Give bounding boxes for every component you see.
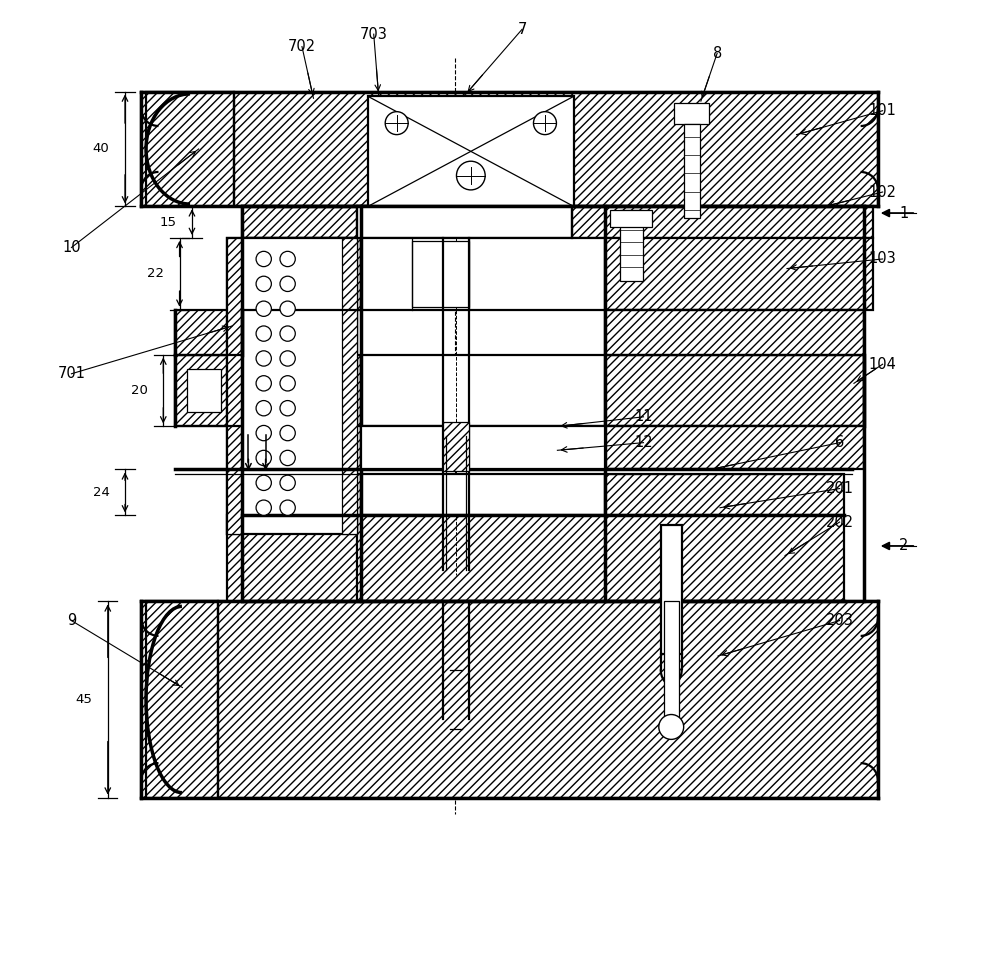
Bar <box>605 426 864 469</box>
Text: 103: 103 <box>869 252 897 266</box>
Bar <box>227 238 242 535</box>
Circle shape <box>280 425 295 441</box>
Bar <box>141 602 878 798</box>
Text: 703: 703 <box>360 27 388 42</box>
Bar <box>242 238 361 309</box>
Bar <box>357 206 572 238</box>
Bar <box>412 240 469 307</box>
Bar <box>187 369 221 412</box>
Bar <box>146 602 218 798</box>
Text: 8: 8 <box>713 46 722 60</box>
Text: 12: 12 <box>634 435 653 450</box>
Text: 15: 15 <box>160 216 177 229</box>
Circle shape <box>280 376 295 391</box>
Text: 702: 702 <box>288 39 316 54</box>
Bar <box>361 238 605 309</box>
Circle shape <box>280 500 295 515</box>
Bar <box>684 125 700 217</box>
Text: 11: 11 <box>634 409 653 424</box>
Circle shape <box>256 450 271 466</box>
Circle shape <box>280 400 295 416</box>
Bar <box>620 210 643 282</box>
Bar <box>361 354 605 426</box>
Text: 201: 201 <box>826 481 854 496</box>
Text: 2: 2 <box>899 538 908 554</box>
Text: 20: 20 <box>131 384 148 397</box>
Text: 104: 104 <box>869 356 897 372</box>
Circle shape <box>280 351 295 366</box>
Circle shape <box>280 276 295 291</box>
Text: 10: 10 <box>62 240 81 255</box>
Bar <box>605 474 844 515</box>
Circle shape <box>256 400 271 416</box>
Text: 101: 101 <box>869 103 897 118</box>
Bar <box>674 103 709 125</box>
Bar <box>175 309 242 354</box>
Text: 701: 701 <box>57 366 85 381</box>
Bar <box>605 354 864 426</box>
Circle shape <box>533 112 556 135</box>
Bar <box>242 515 844 602</box>
Bar <box>242 354 361 426</box>
Text: 22: 22 <box>147 267 164 281</box>
Bar <box>227 238 357 535</box>
Circle shape <box>256 376 271 391</box>
Bar <box>443 422 469 471</box>
Bar <box>227 515 357 602</box>
Bar <box>361 474 605 515</box>
Text: 40: 40 <box>93 143 109 155</box>
Circle shape <box>280 251 295 266</box>
Circle shape <box>256 251 271 266</box>
Circle shape <box>256 301 271 316</box>
Circle shape <box>256 475 271 490</box>
Bar <box>242 426 361 469</box>
Bar <box>361 426 605 469</box>
Circle shape <box>256 276 271 291</box>
Text: 1: 1 <box>899 206 908 220</box>
Bar <box>661 525 682 654</box>
Circle shape <box>456 161 485 190</box>
Circle shape <box>256 351 271 366</box>
Text: 24: 24 <box>93 486 110 499</box>
Bar <box>368 97 574 206</box>
Bar <box>605 309 864 354</box>
Bar <box>242 474 361 515</box>
Circle shape <box>659 715 684 740</box>
Bar <box>175 354 242 426</box>
Bar <box>610 210 652 227</box>
Bar <box>342 238 357 535</box>
Circle shape <box>256 425 271 441</box>
Bar <box>242 206 873 238</box>
Text: 102: 102 <box>869 185 897 199</box>
Circle shape <box>280 301 295 316</box>
Text: 202: 202 <box>826 514 854 530</box>
Bar <box>141 92 878 206</box>
Text: 9: 9 <box>67 613 76 628</box>
Circle shape <box>280 326 295 341</box>
Bar <box>227 238 357 535</box>
Circle shape <box>280 450 295 466</box>
Circle shape <box>256 500 271 515</box>
Text: 45: 45 <box>75 693 92 706</box>
Bar <box>605 238 873 309</box>
Circle shape <box>256 326 271 341</box>
Bar <box>664 602 679 723</box>
Text: 203: 203 <box>826 613 854 628</box>
Bar <box>146 92 234 206</box>
Circle shape <box>385 112 408 135</box>
Circle shape <box>280 475 295 490</box>
Text: 7: 7 <box>517 22 527 37</box>
Text: 6: 6 <box>835 435 844 450</box>
